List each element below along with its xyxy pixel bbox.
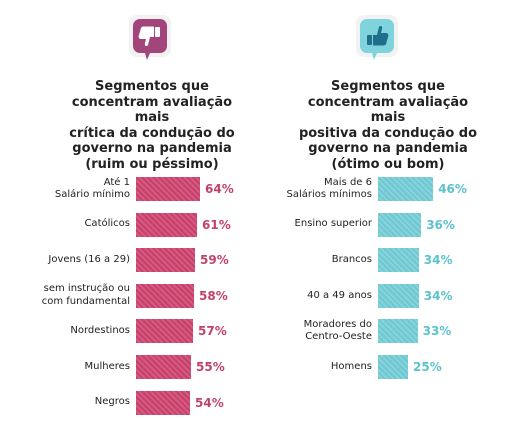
value-label: 36% (426, 217, 455, 232)
category-label-text: Mais de 6 Salários mínimos (287, 177, 372, 202)
value-label: 61% (202, 217, 231, 232)
value-label: 34% (423, 288, 453, 303)
critical-bar-chart: Até 1 Salário mínimo 64% Católicos 61% Jovens… (0, 0, 258, 415)
category-label: Até 1 Salário mínimo (0, 171, 130, 207)
category-label-line: Salários mínimos (286, 189, 372, 200)
bar-row: Homens 25% (258, 349, 508, 385)
category-label-line: Mulheres (84, 360, 131, 372)
thumbs-down-icon (128, 14, 176, 62)
bar-row: Até 1 Salário mínimo 64% (0, 171, 258, 207)
value-label: 57% (198, 324, 227, 339)
category-label: Moradores do Centro-Oeste (258, 313, 372, 349)
bar-row: 40 a 49 anos 34% (258, 278, 508, 314)
bar-row: Nordestinos 57% (0, 313, 258, 349)
value-label: 59% (200, 253, 229, 268)
category-label-text: Brancos (332, 254, 372, 267)
positive-bar-chart: Mais de 6 Salários mínimos 46% Ensino super… (258, 0, 508, 408)
value-label: 55% (196, 360, 225, 374)
bar (378, 355, 408, 379)
value-label: 46% (438, 182, 467, 196)
category-label-text: sem instrução ou com fundamental (42, 283, 130, 308)
bar (378, 177, 434, 201)
bar-row: Ensino superior 36% (258, 207, 508, 243)
category-label-line: Nordestinos (70, 325, 130, 337)
bar (378, 319, 418, 344)
value-label: 34% (423, 253, 453, 268)
category-label: Brancos (258, 242, 372, 278)
category-label: Mais de 6 Salários mínimos (258, 171, 372, 207)
category-label-line: 40 a 49 anos (307, 289, 372, 301)
bar-row: Brancos 34% (258, 242, 508, 278)
bar (378, 248, 419, 273)
bar (136, 177, 200, 201)
value-label: 58% (199, 288, 228, 303)
value-label: 25% (413, 360, 442, 374)
category-label-text: Nordestinos (70, 325, 130, 338)
bar (378, 212, 422, 237)
bar (136, 212, 197, 237)
critical-segments-panel: Segmentos que concentram avaliação mais … (0, 0, 258, 415)
bar-row: Mulheres 55% (0, 349, 258, 385)
bar (136, 390, 190, 415)
bar (136, 248, 195, 273)
value-label: 64% (205, 182, 234, 196)
bar-row: Católicos 61% (0, 207, 258, 243)
bar (378, 283, 419, 308)
chart-title-critical: Segmentos que concentram avaliação mais … (69, 79, 235, 172)
category-label-text: Ensino superior (295, 218, 372, 231)
value-label: 54% (195, 395, 224, 410)
category-label-line: Salário mínimo (54, 189, 130, 200)
category-label-line: Moradores do (303, 318, 372, 330)
positive-segments-panel: Segmentos que concentram avaliação mais … (258, 0, 508, 408)
category-label-text: Católicos (84, 218, 130, 231)
category-label: Negros (0, 385, 130, 421)
thumbs-up-icon (355, 14, 403, 62)
category-label-text: 40 a 49 anos (307, 290, 372, 303)
category-label: Mulheres (0, 349, 131, 385)
category-label: Ensino superior (258, 207, 372, 243)
category-label-line: Católicos (84, 218, 130, 230)
category-label-line: Até 1 (103, 176, 130, 188)
category-label-line: Homens (330, 360, 372, 372)
bar (136, 319, 193, 344)
category-label: Homens (258, 349, 372, 385)
chart-title-positive: Segmentos que concentram avaliação mais … (298, 79, 478, 172)
category-label-line: Centro-Oeste (305, 331, 372, 343)
bar-row: Negros 54% (0, 385, 258, 421)
category-label-text: Jovens (16 a 29) (48, 254, 130, 267)
value-label: 33% (422, 324, 452, 339)
category-label: 40 a 49 anos (258, 278, 372, 314)
category-label-text: Negros (95, 396, 130, 409)
category-label-text: Homens (331, 361, 372, 374)
category-label-line: Ensino superior (294, 218, 372, 230)
bar-row: Moradores do Centro-Oeste 33% (258, 313, 508, 349)
category-label: Jovens (16 a 29) (0, 242, 130, 278)
category-label-line: Brancos (331, 253, 372, 265)
bar-row: sem instrução ou com fundamental 58% (0, 278, 258, 314)
bar (136, 355, 191, 379)
category-label-line: Negros (94, 396, 130, 408)
bar-row: Mais de 6 Salários mínimos 46% (258, 171, 508, 207)
category-label: Católicos (0, 207, 130, 243)
category-label: sem instrução ou com fundamental (0, 278, 130, 314)
category-label-text: Até 1 Salário mínimo (55, 177, 130, 202)
category-label-line: sem instrução ou (43, 283, 130, 295)
category-label-line: Mais de 6 (324, 176, 372, 188)
category-label-line: com fundamental (41, 295, 130, 307)
bar-row: Jovens (16 a 29) 59% (0, 242, 258, 278)
category-label: Nordestinos (0, 313, 130, 349)
category-label-text: Moradores do Centro-Oeste (304, 319, 372, 344)
category-label-line: Jovens (16 a 29) (48, 253, 130, 265)
bar (136, 283, 194, 308)
category-label-text: Mulheres (85, 361, 131, 374)
